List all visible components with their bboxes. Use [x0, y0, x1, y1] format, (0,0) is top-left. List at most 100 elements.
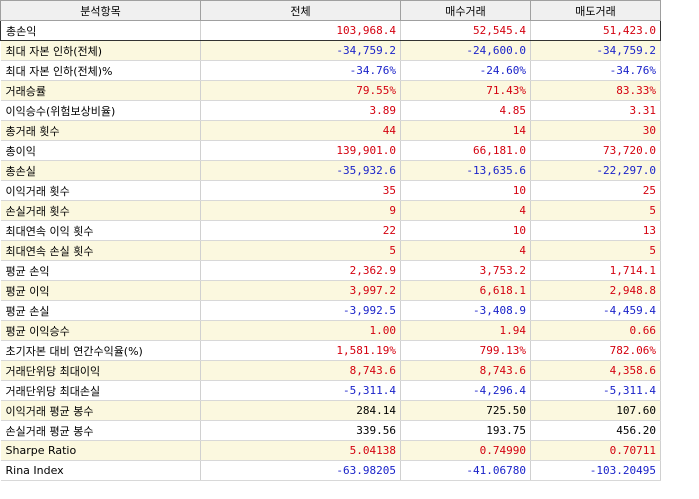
row-label: 총이익 [0, 140, 201, 161]
table-row[interactable]: 이익거래 횟수 35 10 25 [0, 180, 661, 201]
row-label: 총손실 [0, 160, 201, 181]
row-label: 손실거래 평균 봉수 [0, 420, 201, 441]
table-row[interactable]: 총손실 -35,932.6 -13,635.6 -22,297.0 [0, 160, 661, 181]
cell-total: 339.56 [200, 420, 401, 441]
table-row[interactable]: 초기자본 대비 연간수익율(%) 1,581.19% 799.13% 782.06% [0, 340, 661, 361]
cell-buy: 799.13% [400, 340, 531, 361]
header-total[interactable]: 전체 [200, 0, 401, 21]
cell-total: -63.98205 [200, 460, 401, 481]
table-row[interactable]: 총손익 103,968.4 52,545.4 51,423.0 [0, 20, 661, 41]
row-label: 최대연속 이익 횟수 [0, 220, 201, 241]
cell-sell: -22,297.0 [530, 160, 661, 181]
row-label: 최대연속 손실 횟수 [0, 240, 201, 261]
cell-sell: -4,459.4 [530, 300, 661, 321]
cell-sell: 456.20 [530, 420, 661, 441]
cell-buy: 66,181.0 [400, 140, 531, 161]
cell-buy: -24.60% [400, 60, 531, 81]
row-label: 총거래 횟수 [0, 120, 201, 141]
cell-total: 284.14 [200, 400, 401, 421]
table-row[interactable]: 최대연속 손실 횟수 5 4 5 [0, 240, 661, 261]
cell-sell: 0.66 [530, 320, 661, 341]
cell-sell: 5 [530, 200, 661, 221]
cell-sell: -34.76% [530, 60, 661, 81]
cell-sell: -103.20495 [530, 460, 661, 481]
row-label: 평균 이익승수 [0, 320, 201, 341]
row-label: 최대 자본 인하(전체) [0, 40, 201, 61]
table-row[interactable]: 최대 자본 인하(전체)% -34.76% -24.60% -34.76% [0, 60, 661, 81]
table-row[interactable]: 이익거래 평균 봉수 284.14 725.50 107.60 [0, 400, 661, 421]
cell-total: 2,362.9 [200, 260, 401, 281]
header-buy[interactable]: 매수거래 [400, 0, 531, 21]
table-row[interactable]: 손실거래 횟수 9 4 5 [0, 200, 661, 221]
row-label: 총손익 [0, 20, 201, 41]
cell-total: -35,932.6 [200, 160, 401, 181]
table-row[interactable]: 거래단위당 최대손실 -5,311.4 -4,296.4 -5,311.4 [0, 380, 661, 401]
cell-total: 139,901.0 [200, 140, 401, 161]
cell-sell: 5 [530, 240, 661, 261]
cell-total: 9 [200, 200, 401, 221]
cell-buy: 14 [400, 120, 531, 141]
table-row[interactable]: 손실거래 평균 봉수 339.56 193.75 456.20 [0, 420, 661, 441]
cell-buy: 52,545.4 [400, 20, 531, 41]
table-row[interactable]: Rina Index -63.98205 -41.06780 -103.20495 [0, 460, 661, 481]
cell-total: 1.00 [200, 320, 401, 341]
header-item[interactable]: 분석항목 [0, 0, 201, 21]
cell-sell: 4,358.6 [530, 360, 661, 381]
row-label: 이익승수(위험보상비율) [0, 100, 201, 121]
cell-buy: 4.85 [400, 100, 531, 121]
cell-buy: 6,618.1 [400, 280, 531, 301]
cell-buy: 0.74990 [400, 440, 531, 461]
cell-buy: 10 [400, 220, 531, 241]
cell-sell: -34,759.2 [530, 40, 661, 61]
table-row[interactable]: 평균 이익 3,997.2 6,618.1 2,948.8 [0, 280, 661, 301]
cell-buy: 4 [400, 240, 531, 261]
cell-total: 5.04138 [200, 440, 401, 461]
cell-buy: 4 [400, 200, 531, 221]
header-sell[interactable]: 매도거래 [530, 0, 661, 21]
cell-buy: -24,600.0 [400, 40, 531, 61]
cell-sell: 0.70711 [530, 440, 661, 461]
cell-sell: 2,948.8 [530, 280, 661, 301]
cell-sell: 13 [530, 220, 661, 241]
cell-total: 35 [200, 180, 401, 201]
cell-total: 79.55% [200, 80, 401, 101]
cell-total: 103,968.4 [200, 20, 401, 41]
table-row[interactable]: 평균 손실 -3,992.5 -3,408.9 -4,459.4 [0, 300, 661, 321]
cell-sell: 30 [530, 120, 661, 141]
table-row[interactable]: 이익승수(위험보상비율) 3.89 4.85 3.31 [0, 100, 661, 121]
cell-sell: 782.06% [530, 340, 661, 361]
table-row[interactable]: 평균 이익승수 1.00 1.94 0.66 [0, 320, 661, 341]
cell-total: 3.89 [200, 100, 401, 121]
row-label: 손실거래 횟수 [0, 200, 201, 221]
cell-buy: -41.06780 [400, 460, 531, 481]
table-row[interactable]: Sharpe Ratio 5.04138 0.74990 0.70711 [0, 440, 661, 461]
cell-buy: 8,743.6 [400, 360, 531, 381]
cell-buy: 71.43% [400, 80, 531, 101]
table-row[interactable]: 최대연속 이익 횟수 22 10 13 [0, 220, 661, 241]
header-row: 분석항목 전체 매수거래 매도거래 [0, 0, 661, 21]
cell-buy: -3,408.9 [400, 300, 531, 321]
cell-buy: 10 [400, 180, 531, 201]
cell-sell: 1,714.1 [530, 260, 661, 281]
table-row[interactable]: 거래승률 79.55% 71.43% 83.33% [0, 80, 661, 101]
row-label: 최대 자본 인하(전체)% [0, 60, 201, 81]
cell-sell: 107.60 [530, 400, 661, 421]
cell-total: 8,743.6 [200, 360, 401, 381]
cell-buy: 725.50 [400, 400, 531, 421]
table-row[interactable]: 평균 손익 2,362.9 3,753.2 1,714.1 [0, 260, 661, 281]
cell-sell: 25 [530, 180, 661, 201]
row-label: 평균 이익 [0, 280, 201, 301]
row-label: 거래단위당 최대손실 [0, 380, 201, 401]
cell-total: 22 [200, 220, 401, 241]
row-label: 거래단위당 최대이익 [0, 360, 201, 381]
row-label: 평균 손익 [0, 260, 201, 281]
row-label: 초기자본 대비 연간수익율(%) [0, 340, 201, 361]
cell-sell: 73,720.0 [530, 140, 661, 161]
cell-sell: 83.33% [530, 80, 661, 101]
row-label: 평균 손실 [0, 300, 201, 321]
table-row[interactable]: 총이익 139,901.0 66,181.0 73,720.0 [0, 140, 661, 161]
table-row[interactable]: 총거래 횟수 44 14 30 [0, 120, 661, 141]
table-row[interactable]: 최대 자본 인하(전체) -34,759.2 -24,600.0 -34,759.2 [0, 40, 661, 61]
table-row[interactable]: 거래단위당 최대이익 8,743.6 8,743.6 4,358.6 [0, 360, 661, 381]
